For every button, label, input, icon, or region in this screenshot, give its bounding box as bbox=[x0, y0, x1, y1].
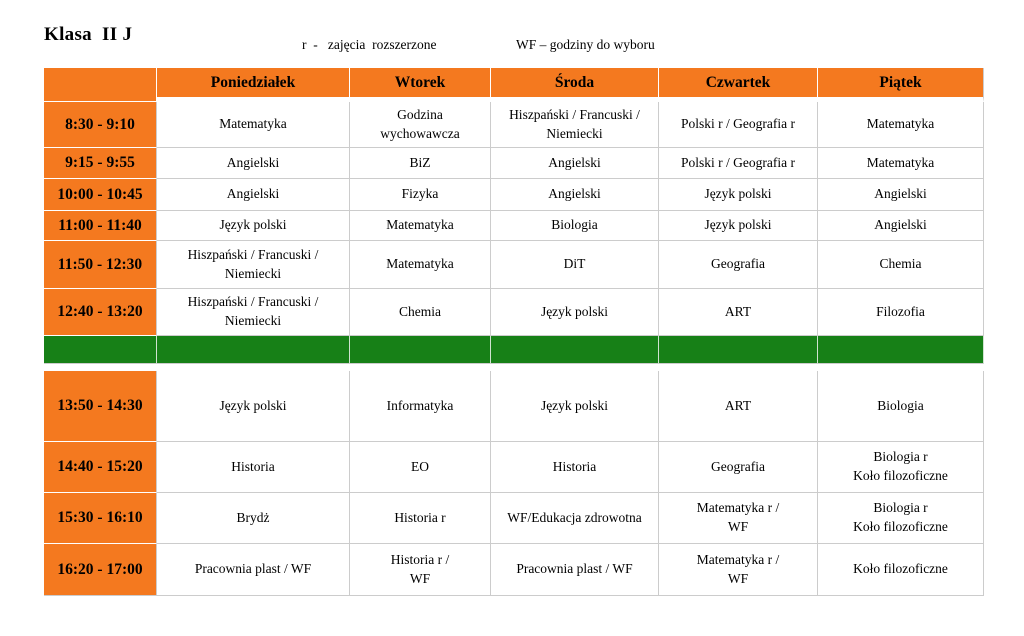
table-gap-row bbox=[44, 364, 984, 371]
day-header-row: Poniedziałek Wtorek Środa Czwartek Piątek bbox=[44, 68, 984, 102]
lesson-cell: Fizyka bbox=[350, 179, 491, 211]
lesson-cell: Matematyka bbox=[350, 241, 491, 289]
break-row bbox=[44, 336, 984, 364]
lesson-cell: Język polski bbox=[157, 211, 350, 241]
day-header: Czwartek bbox=[659, 68, 818, 102]
break-cell bbox=[157, 336, 350, 364]
lesson-cell: Biologia r Koło filozoficzne bbox=[818, 442, 984, 493]
lesson-cell: Angielski bbox=[157, 148, 350, 179]
lesson-cell: Angielski bbox=[818, 179, 984, 211]
break-cell bbox=[44, 336, 157, 364]
lesson-cell: Angielski bbox=[157, 179, 350, 211]
lesson-cell: Biologia bbox=[818, 371, 984, 442]
table-gap bbox=[44, 364, 984, 371]
timetable-row: 16:20 - 17:00 Pracownia plast / WF Histori… bbox=[44, 544, 984, 596]
lesson-cell: Filozofia bbox=[818, 289, 984, 336]
lesson-cell: Angielski bbox=[491, 148, 659, 179]
lesson-cell: BiZ bbox=[350, 148, 491, 179]
timetable-body: 8:30 - 9:10 Matematyka Godzina wychowawcza… bbox=[44, 102, 984, 596]
timetable: Poniedziałek Wtorek Środa Czwartek Piątek 8:… bbox=[44, 68, 984, 596]
lesson-cell: Hiszpański / Francuski / Niemiecki bbox=[157, 241, 350, 289]
timetable-row: 8:30 - 9:10 Matematyka Godzina wychowawcza… bbox=[44, 102, 984, 148]
lesson-cell: Angielski bbox=[818, 211, 984, 241]
lesson-cell: Hiszpański / Francuski / Niemiecki bbox=[157, 289, 350, 336]
lesson-cell: Geografia bbox=[659, 442, 818, 493]
lesson-cell: Matematyka bbox=[818, 102, 984, 148]
legend-wf-hours: WF – godziny do wyboru bbox=[516, 37, 655, 52]
timetable-head: Poniedziałek Wtorek Środa Czwartek Piątek bbox=[44, 68, 984, 102]
lesson-cell: Matematyka bbox=[350, 211, 491, 241]
lesson-cell: Historia bbox=[157, 442, 350, 493]
time-slot: 14:40 - 15:20 bbox=[44, 442, 157, 493]
lesson-cell: Biologia bbox=[491, 211, 659, 241]
lesson-cell: Historia r / WF bbox=[350, 544, 491, 596]
timetable-row: 13:50 - 14:30 Język polski Informatyka Języ… bbox=[44, 371, 984, 442]
lesson-cell: Język polski bbox=[659, 211, 818, 241]
lesson-cell: Pracownia plast / WF bbox=[157, 544, 350, 596]
lesson-cell: Język polski bbox=[491, 371, 659, 442]
time-slot: 9:15 - 9:55 bbox=[44, 148, 157, 179]
lesson-cell: DiT bbox=[491, 241, 659, 289]
legend-extended-classes: r - zajęcia rozszerzone bbox=[302, 37, 437, 52]
lesson-cell: ART bbox=[659, 371, 818, 442]
lesson-cell: Godzina wychowawcza bbox=[350, 102, 491, 148]
day-header: Poniedziałek bbox=[157, 68, 350, 102]
lesson-cell: Historia bbox=[491, 442, 659, 493]
lesson-cell: Matematyka r / WF bbox=[659, 544, 818, 596]
lesson-cell: Język polski bbox=[491, 289, 659, 336]
time-slot: 11:00 - 11:40 bbox=[44, 211, 157, 241]
lesson-cell: Hiszpański / Francuski / Niemiecki bbox=[491, 102, 659, 148]
lesson-cell: Biologia r Koło filozoficzne bbox=[818, 493, 984, 544]
time-slot: 16:20 - 17:00 bbox=[44, 544, 157, 596]
day-header: Wtorek bbox=[350, 68, 491, 102]
lesson-cell: Matematyka bbox=[157, 102, 350, 148]
timetable-row: 10:00 - 10:45 Angielski Fizyka Angielski Jęz… bbox=[44, 179, 984, 211]
break-cell bbox=[350, 336, 491, 364]
time-slot: 11:50 - 12:30 bbox=[44, 241, 157, 289]
lesson-cell: Informatyka bbox=[350, 371, 491, 442]
lesson-cell: Pracownia plast / WF bbox=[491, 544, 659, 596]
lesson-cell: Język polski bbox=[157, 371, 350, 442]
lesson-cell: Chemia bbox=[350, 289, 491, 336]
corner-cell bbox=[44, 68, 157, 102]
time-slot: 15:30 - 16:10 bbox=[44, 493, 157, 544]
time-slot: 12:40 - 13:20 bbox=[44, 289, 157, 336]
break-cell bbox=[491, 336, 659, 364]
timetable-row: 12:40 - 13:20 Hiszpański / Francuski / Ni… bbox=[44, 289, 984, 336]
day-header: Piątek bbox=[818, 68, 984, 102]
timetable-row: 9:15 - 9:55 Angielski BiZ Angielski Polski r… bbox=[44, 148, 984, 179]
lesson-cell: Geografia bbox=[659, 241, 818, 289]
page-title: Klasa II J bbox=[44, 24, 133, 45]
lesson-cell: Język polski bbox=[659, 179, 818, 211]
time-slot: 8:30 - 9:10 bbox=[44, 102, 157, 148]
day-header: Środa bbox=[491, 68, 659, 102]
timetable-row: 11:50 - 12:30 Hiszpański / Francuski / Ni… bbox=[44, 241, 984, 289]
lesson-cell: Matematyka r / WF bbox=[659, 493, 818, 544]
break-cell bbox=[818, 336, 984, 364]
lesson-cell: Brydż bbox=[157, 493, 350, 544]
lesson-cell: Angielski bbox=[491, 179, 659, 211]
lesson-cell: Polski r / Geografia r bbox=[659, 102, 818, 148]
time-slot: 10:00 - 10:45 bbox=[44, 179, 157, 211]
timetable-row: 11:00 - 11:40 Język polski Matematyka Biolo… bbox=[44, 211, 984, 241]
lesson-cell: Matematyka bbox=[818, 148, 984, 179]
time-slot: 13:50 - 14:30 bbox=[44, 371, 157, 442]
lesson-cell: ART bbox=[659, 289, 818, 336]
timetable-row: 14:40 - 15:20 Historia EO Historia Geografia… bbox=[44, 442, 984, 493]
lesson-cell: Chemia bbox=[818, 241, 984, 289]
lesson-cell: Historia r bbox=[350, 493, 491, 544]
timetable-row: 15:30 - 16:10 Brydż Historia r WF/Edukacja … bbox=[44, 493, 984, 544]
lesson-cell: Koło filozoficzne bbox=[818, 544, 984, 596]
page-header: Klasa II J r - zajęcia rozszerzone WF – … bbox=[0, 0, 1024, 68]
break-cell bbox=[659, 336, 818, 364]
lesson-cell: Polski r / Geografia r bbox=[659, 148, 818, 179]
lesson-cell: WF/Edukacja zdrowotna bbox=[491, 493, 659, 544]
lesson-cell: EO bbox=[350, 442, 491, 493]
